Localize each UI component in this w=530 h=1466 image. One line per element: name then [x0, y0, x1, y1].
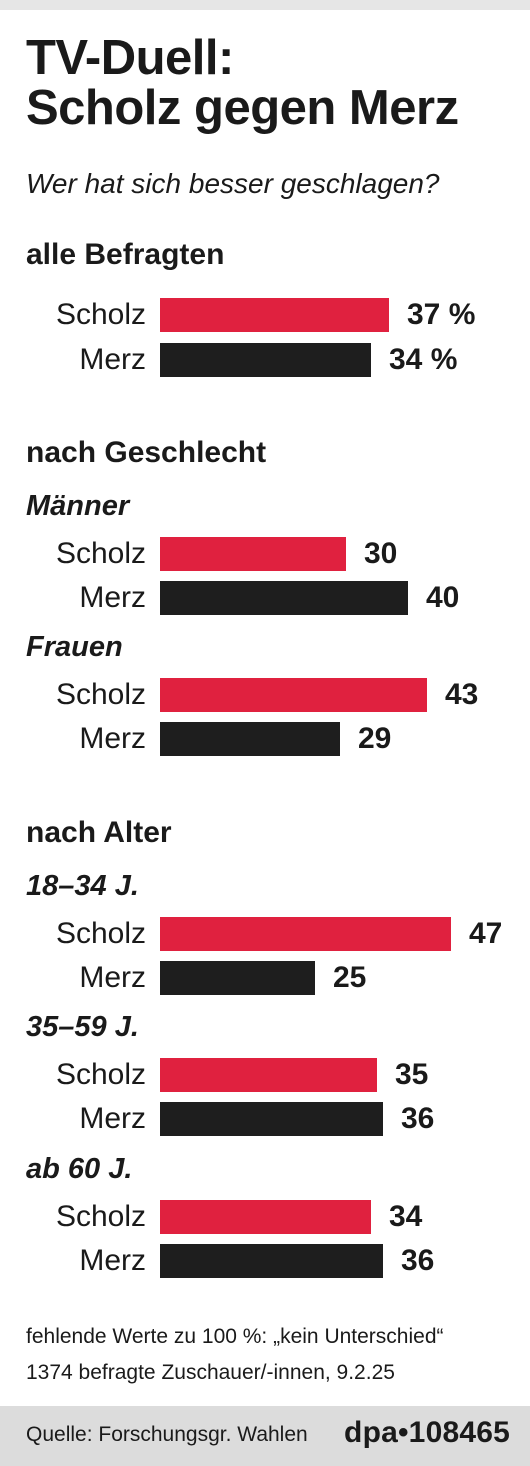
bar-value: 47 [469, 917, 503, 950]
bar-scholz [160, 1200, 371, 1234]
bar-value: 29 [358, 722, 392, 755]
bar-row-all-scholz: Scholz 37 % [0, 298, 530, 332]
source-bar: Quelle: Forschungsgr. Wahlen dpa•108465 [0, 1406, 530, 1466]
bar-scholz [160, 537, 346, 571]
top-band [0, 0, 530, 10]
section-heading-all: alle Befragten [26, 238, 225, 271]
bar-label: Scholz [55, 1200, 146, 1233]
bar-row-women-merz: Merz 29 [0, 722, 530, 756]
group-label-women: Frauen [26, 631, 123, 663]
bar-label: Scholz [55, 1058, 146, 1091]
bar-row-men-scholz: Scholz 30 [0, 537, 530, 571]
section-heading-age: nach Alter [26, 816, 172, 849]
bar-label: Scholz [55, 298, 146, 331]
bar-row-60plus-merz: Merz 36 [0, 1244, 530, 1278]
bar-row-60plus-scholz: Scholz 34 [0, 1200, 530, 1234]
bar-merz [160, 343, 371, 377]
bar-label: Merz [79, 961, 146, 994]
bar-label: Scholz [55, 537, 146, 570]
bar-row-35-59-scholz: Scholz 35 [0, 1058, 530, 1092]
bar-value: 30 [364, 537, 398, 570]
bar-value: 25 [333, 961, 367, 994]
title-line-2: Scholz gegen Merz [26, 80, 459, 135]
bar-row-women-scholz: Scholz 43 [0, 678, 530, 712]
bar-label: Scholz [55, 678, 146, 711]
bar-label: Merz [79, 581, 146, 614]
bar-scholz [160, 678, 427, 712]
group-label-35-59: 35–59 J. [26, 1011, 139, 1043]
bar-value: 34 % [389, 343, 458, 376]
bar-merz [160, 581, 408, 615]
bar-label: Merz [79, 1102, 146, 1135]
chart-subtitle: Wer hat sich besser geschlagen? [26, 168, 440, 199]
bar-label: Scholz [55, 917, 146, 950]
bar-label: Merz [79, 722, 146, 755]
title-line-1: TV-Duell: [26, 31, 234, 85]
bar-merz [160, 1102, 383, 1136]
bar-label: Merz [79, 343, 146, 376]
agency-credit: dpa•108465 [344, 1416, 510, 1449]
bar-scholz [160, 298, 389, 332]
bar-scholz [160, 1058, 377, 1092]
bar-value: 40 [426, 581, 460, 614]
footnote-sample: 1374 befragte Zuschauer/-innen, 9.2.25 [26, 1361, 395, 1384]
bar-row-35-59-merz: Merz 36 [0, 1102, 530, 1136]
group-label-men: Männer [26, 490, 130, 522]
bar-label: Merz [79, 1244, 146, 1277]
bar-value: 34 [389, 1200, 423, 1233]
bar-scholz [160, 917, 451, 951]
bar-value: 37 % [407, 298, 476, 331]
bar-merz [160, 722, 340, 756]
source-label: Quelle: Forschungsgr. Wahlen [26, 1423, 308, 1446]
bar-merz [160, 1244, 383, 1278]
bar-row-all-merz: Merz 34 % [0, 343, 530, 377]
bar-merz [160, 961, 315, 995]
bar-value: 35 [395, 1058, 429, 1091]
chart-title: TV-Duell: Scholz gegen Merz [26, 31, 459, 135]
bar-row-men-merz: Merz 40 [0, 581, 530, 615]
footnote-missing-values: fehlende Werte zu 100 %: „kein Unterschi… [26, 1325, 444, 1348]
group-label-18-34: 18–34 J. [26, 870, 139, 902]
bar-value: 36 [401, 1244, 435, 1277]
group-label-60plus: ab 60 J. [26, 1153, 133, 1185]
bar-row-18-34-merz: Merz 25 [0, 961, 530, 995]
bar-row-18-34-scholz: Scholz 47 [0, 917, 530, 951]
section-heading-gender: nach Geschlecht [26, 436, 267, 469]
bar-value: 36 [401, 1102, 435, 1135]
bar-value: 43 [445, 678, 479, 711]
